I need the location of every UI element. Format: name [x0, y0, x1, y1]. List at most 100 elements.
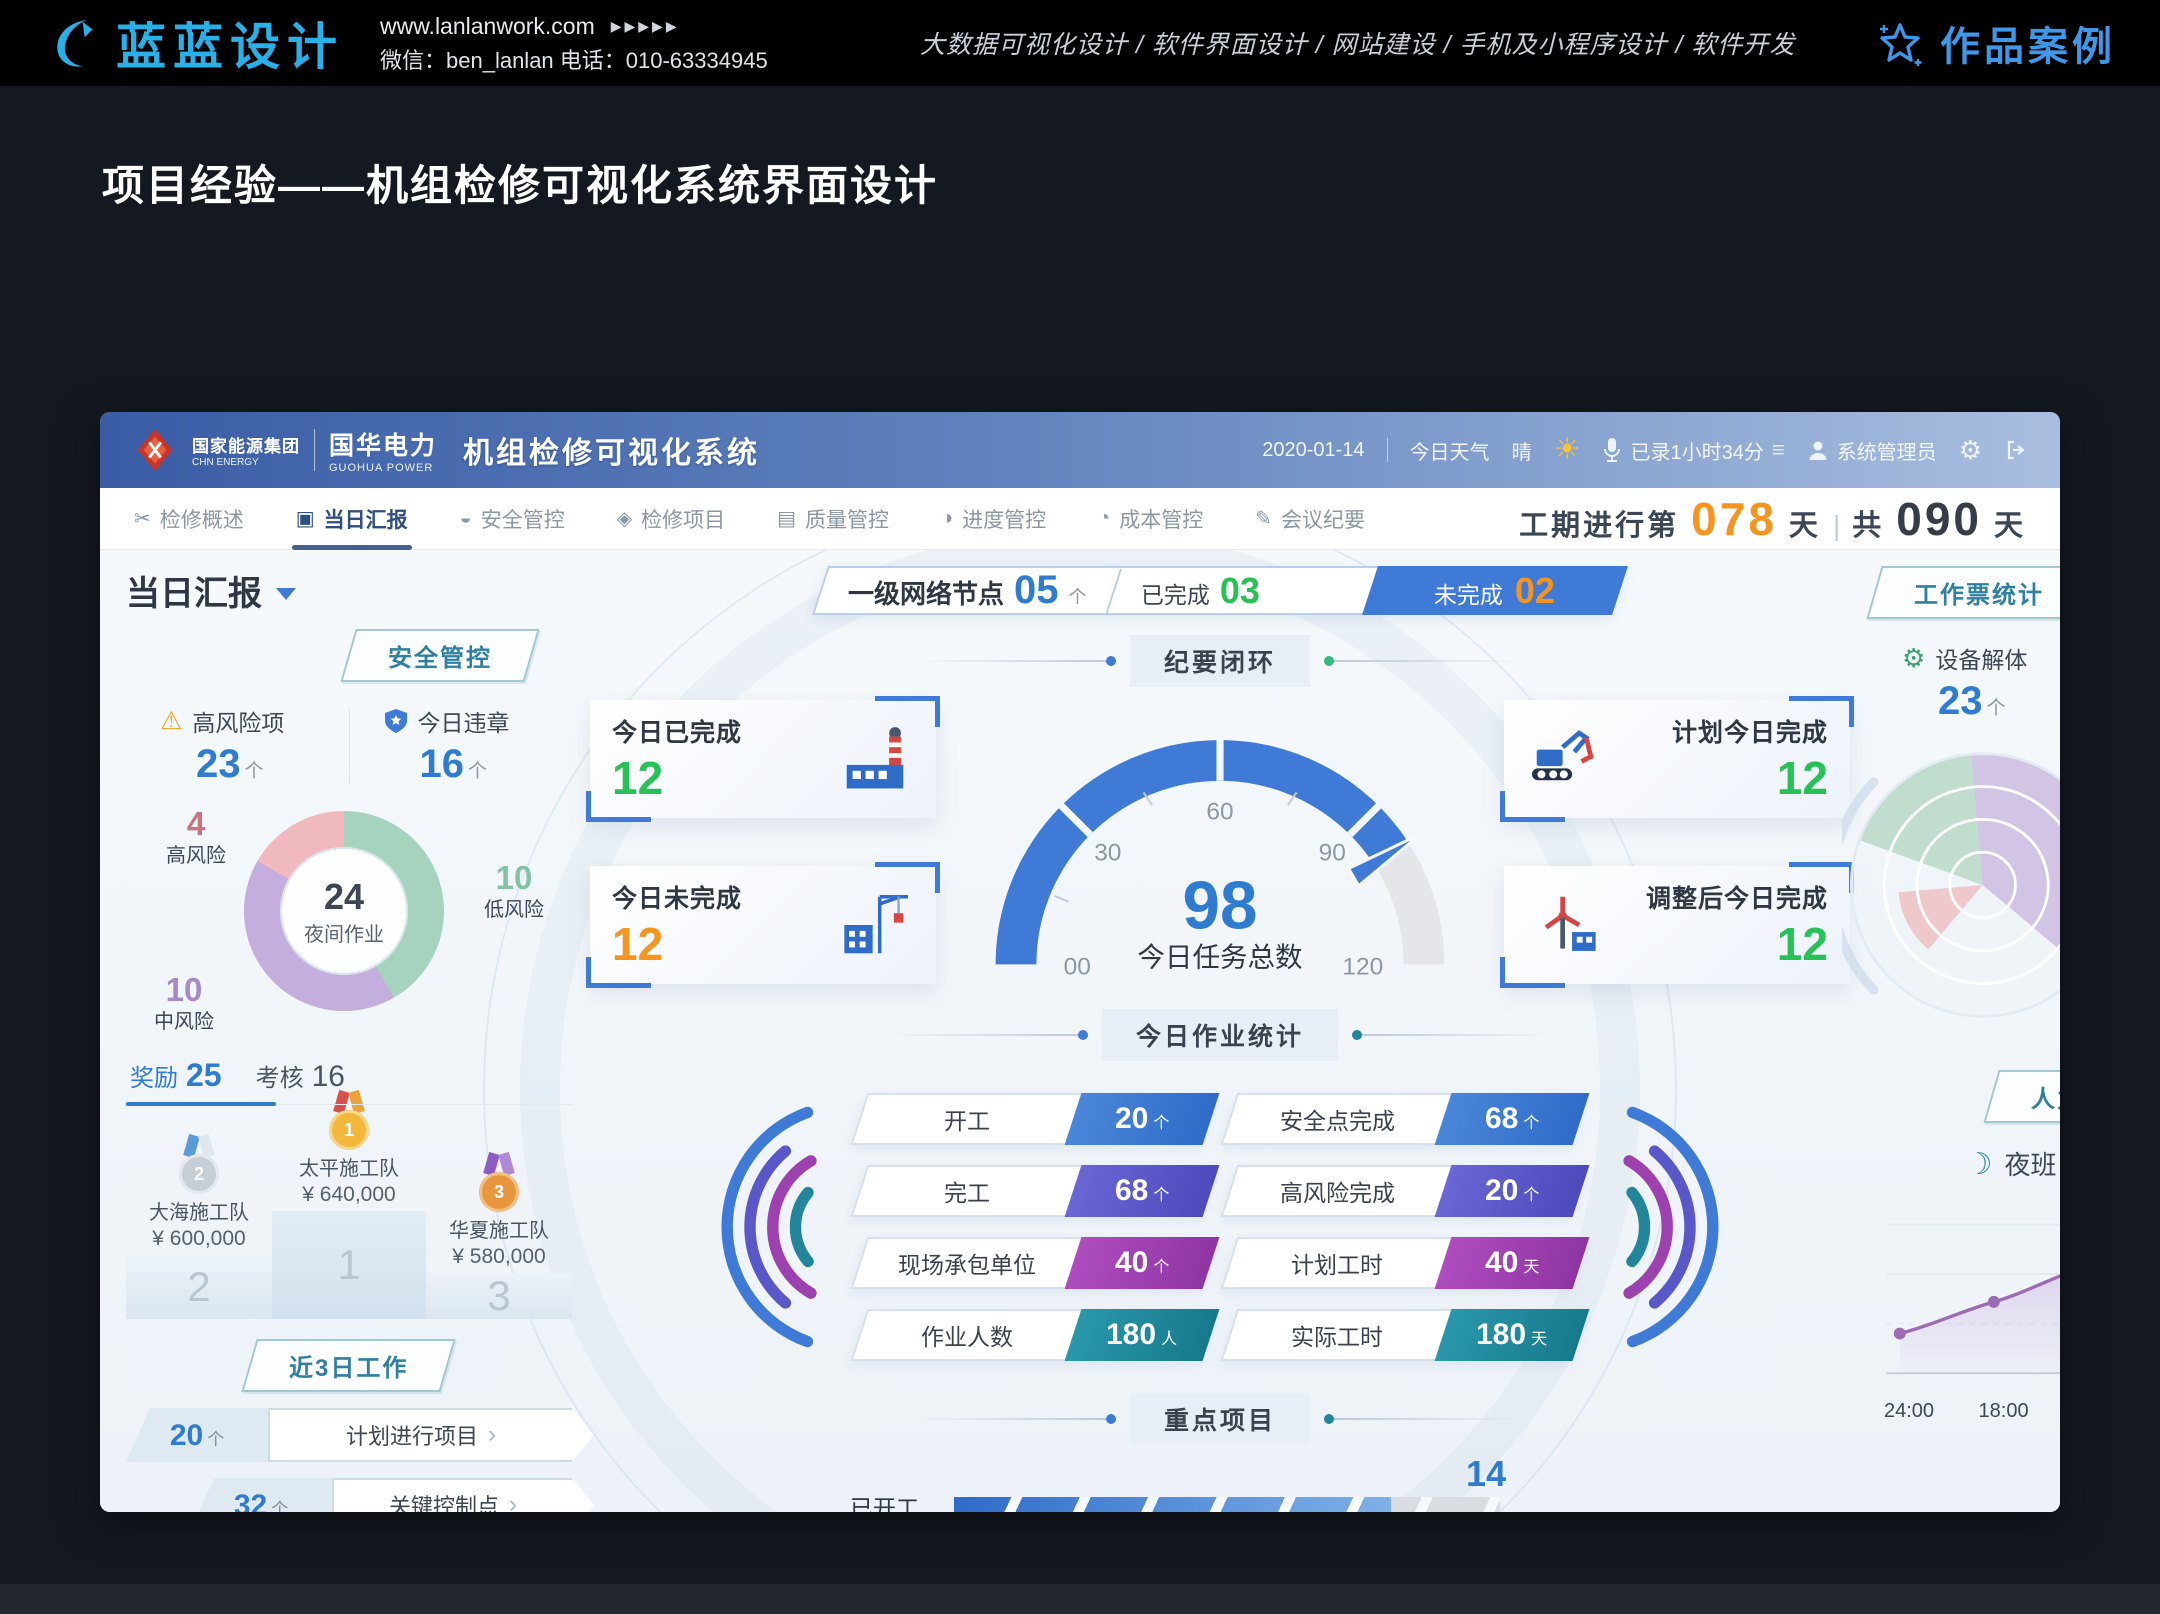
- contact-block: www.lanlanwork.com ▶▶▶▶▶ 微信：ben_lanlan 电…: [380, 9, 768, 77]
- svg-text:120: 120: [1342, 954, 1383, 981]
- right-panel: 工作票统计 ⚙设备解体 23个 ◕质量缺陷报告 16个: [1827, 566, 2060, 1512]
- donut-label-low: 10 低风险: [484, 859, 544, 922]
- user-menu[interactable]: 系统管理员: [1807, 436, 1937, 465]
- planned-today-card: 计划今日完成 12: [1500, 696, 1854, 822]
- logout-icon[interactable]: [2004, 438, 2028, 462]
- reward-tab[interactable]: 奖励 25: [130, 1057, 222, 1093]
- weather-label: 今日天气: [1409, 441, 1490, 464]
- project-duration: 工期进行第 078 天 | 共 090 天: [1519, 492, 2026, 545]
- shield-badge-icon: [384, 709, 407, 733]
- microphone-icon: [1604, 438, 1621, 462]
- tab-quality-control[interactable]: ▤ 质量管控: [777, 508, 890, 532]
- pen-icon: ✎: [1255, 508, 1273, 530]
- moon-icon: ☽: [1965, 1148, 1993, 1181]
- key-projects-pill: 重点项目: [1129, 1393, 1310, 1445]
- scissors-icon: ✂: [134, 508, 151, 530]
- days-elapsed: 078: [1691, 492, 1777, 545]
- planned-projects-row[interactable]: 20 个 计划进行项目 ›: [126, 1408, 572, 1462]
- lanlan-logo-icon: [57, 19, 93, 67]
- stat-row-workers: 作业人数 180 人: [850, 1309, 1220, 1361]
- started-bar-row: 14 已开工: [850, 1453, 1590, 1512]
- tab-safety-control[interactable]: ◒ 安全管控: [459, 507, 565, 532]
- chevron-right-icon: ›: [509, 1491, 517, 1512]
- tab-daily-report[interactable]: ▣ 当日汇报: [291, 504, 412, 550]
- weather-value: 晴: [1511, 441, 1532, 464]
- key-control-points-row[interactable]: 32 个 关键控制点 ›: [190, 1478, 572, 1512]
- tasks-gauge-chart: 00 30 60 90 120 98 今日任务总数: [995, 740, 1445, 981]
- chart-x-axis: 24:00 18:00 12:00 6:00 0:00: [1884, 1400, 2029, 1422]
- gold-medal-icon: 1: [329, 1110, 369, 1150]
- factory-icon: [846, 727, 904, 789]
- donut-ring: [244, 811, 444, 1011]
- stat-row-safety-points: 安全点完成 68 个: [1220, 1093, 1590, 1145]
- daily-report-dropdown[interactable]: 当日汇报: [126, 566, 572, 615]
- portfolio-label: 作品案例: [1940, 25, 2116, 69]
- report-icon: ▣: [295, 508, 315, 530]
- work-stats-pill: 今日作业统计: [1101, 1009, 1338, 1061]
- assess-tab[interactable]: 考核 16: [255, 1060, 345, 1093]
- equipment-disassembly-stat: ⚙ 设备解体 23 个: [1902, 642, 2028, 724]
- arc-decoration-right: [1623, 1106, 1719, 1348]
- wechat-phone: 微信：ben_lanlan 电话：010-63334945: [380, 47, 768, 73]
- manpower-tag: 人力管控: [1983, 1070, 2060, 1123]
- stat-row-started: 开工 20 个: [850, 1093, 1220, 1145]
- network-nodes-banner: 一级网络节点 05 个 已完成 03 未完成 02: [812, 566, 1628, 615]
- svg-text:00: 00: [1064, 954, 1091, 981]
- polar-chart: [1827, 752, 2060, 1018]
- undone-segment: 未完成 02: [1362, 566, 1628, 615]
- chevron-down-icon: [276, 587, 296, 600]
- warning-icon: ⚠: [160, 707, 183, 735]
- arrows-icon: ▶▶▶▶▶: [610, 18, 680, 34]
- tab-cost-control[interactable]: ◔ 成本管控: [1098, 507, 1204, 532]
- key-projects-bars: 14 已开工 08 已完工: [850, 1453, 1590, 1512]
- record-status[interactable]: 已录1小时34分 ≡: [1602, 436, 1785, 465]
- hourglass-icon: ◑: [941, 507, 954, 529]
- list-icon: ≡: [1771, 437, 1785, 462]
- services-list: 大数据可视化设计 / 软件界面设计 / 网站建设 / 手机及小程序设计 / 软件…: [920, 31, 1796, 59]
- work-stats-left: 开工 20 个 完工 68 个 现场承包单位 40 个 作业人数 180 人: [850, 1093, 1220, 1361]
- bronze-medal-icon: 3: [479, 1172, 519, 1212]
- crane-icon: [844, 894, 908, 954]
- site-logo-text: 蓝蓝设计: [116, 19, 344, 75]
- high-risk-stat: ⚠ 高风险项 23 个: [160, 707, 285, 786]
- team-ranking-podium: 2 大海施工队 ¥ 600,000 2 1 太平施工队 ¥ 640,000 1 …: [126, 1110, 572, 1319]
- silver-medal-icon: 2: [179, 1154, 219, 1194]
- left-panel: 当日汇报 安全管控 ⚠ 高风险项 23 个 今日违章 16 个: [126, 566, 572, 1512]
- svg-text:30: 30: [1094, 839, 1121, 866]
- settings-icon[interactable]: ⚙: [1958, 434, 1982, 465]
- date-label: 2020-01-14: [1262, 438, 1365, 461]
- footer-strip: [0, 1584, 2160, 1614]
- night-shift-stat: ☽ 夜班 16 /18 人: [1965, 1148, 2057, 1181]
- night-shift-area-chart: [1885, 1223, 2060, 1375]
- tab-progress-control[interactable]: ◑ 进度管控: [941, 507, 1047, 532]
- tab-maintenance-projects[interactable]: ◈ 检修项目: [616, 508, 726, 532]
- nav-bar: ✂ 检修概述 ▣ 当日汇报 ◒ 安全管控 ◈ 检修项目 ▤ 质量管控 ◑ 进度管控 ◔ 成本管…: [100, 488, 2060, 550]
- system-title: 机组检修可视化系统: [463, 437, 761, 470]
- arc-decoration-left: [721, 1106, 817, 1348]
- portfolio-link[interactable]: 作品案例: [1874, 14, 2116, 72]
- page-title: 项目经验——机组检修可视化系统界面设计: [102, 162, 939, 209]
- stat-row-finished: 完工 68 个: [850, 1165, 1220, 1217]
- today-completed-card: 今日已完成 12: [586, 696, 940, 822]
- stat-row-actual-hours: 实际工时 180 天: [1220, 1309, 1590, 1361]
- dashboard-header: 国家能源集团 CHN ENERGY 国华电力 GUOHUA POWER 机组检修可视…: [100, 412, 2060, 488]
- tab-meeting-minutes[interactable]: ✎ 会议纪要: [1255, 508, 1366, 532]
- gauge-label: 今日任务总数: [1137, 941, 1302, 972]
- podium-rank1: 1 太平施工队 ¥ 640,000 1: [272, 1110, 426, 1319]
- company-logos: 国家能源集团 CHN ENERGY 国华电力 GUOHUA POWER: [132, 426, 437, 474]
- today-uncompleted-card: 今日未完成 12: [586, 862, 940, 988]
- quality-polar-chart: ‹一次合格 20个 ‹整改合格 38个 ‹让步接受 08个: [1827, 730, 2060, 1060]
- chevron-right-icon: ›: [488, 1421, 496, 1448]
- tab-maintenance-overview[interactable]: ✂ 检修概述: [134, 508, 244, 532]
- site-url[interactable]: www.lanlanwork.com: [380, 13, 595, 40]
- site-logo[interactable]: 蓝蓝设计: [44, 7, 344, 79]
- excavator-icon: [1532, 730, 1594, 781]
- minutes-loop-pill: 纪要闭环: [1129, 635, 1310, 687]
- svg-text:90: 90: [1319, 839, 1346, 866]
- work-stats-right: 安全点完成 68 个 高风险完成 20 个 计划工时 40 天 实际工时 180 天: [1220, 1093, 1590, 1361]
- org2-label: 国华电力 GUOHUA POWER: [329, 432, 438, 474]
- donut-label-mid: 10 中风险: [154, 970, 214, 1033]
- user-icon: [1809, 441, 1827, 460]
- adjusted-today-card: 调整后今日完成 12: [1500, 862, 1854, 988]
- center-panel: 一级网络节点 05 个 已完成 03 未完成 02 纪要: [586, 566, 1854, 1512]
